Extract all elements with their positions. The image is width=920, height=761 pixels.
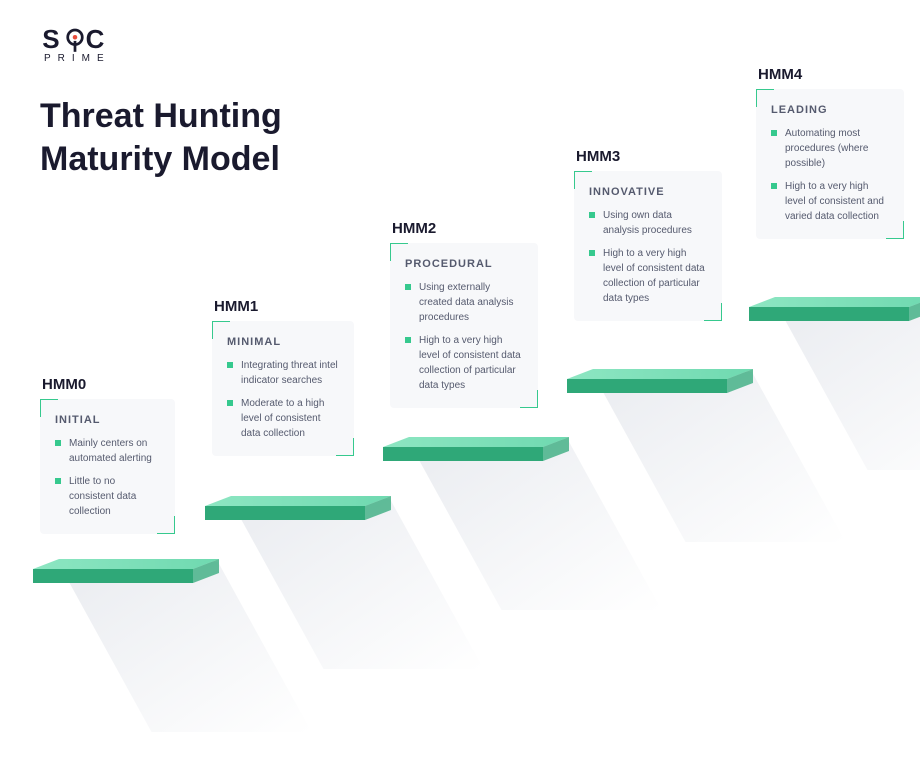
brand-logo: S C PRIME [40, 24, 111, 64]
step-id: HMM2 [392, 220, 538, 237]
platform-step [204, 495, 392, 521]
maturity-step: HMM2 PROCEDURAL Using externally created… [390, 220, 538, 408]
card-bullet: Moderate to a high level of consistent d… [227, 396, 339, 441]
logo-prime: PRIME [44, 53, 111, 64]
card-bullet: High to a very high level of consistent … [771, 179, 889, 224]
corner-decor-icon [574, 171, 592, 189]
card-bullet: Little to no consistent data collection [55, 474, 160, 519]
card-level: PROCEDURAL [405, 258, 523, 270]
platform-step [382, 436, 570, 462]
maturity-step: HMM4 LEADING Automating most procedures … [756, 66, 904, 239]
logo-o-icon [65, 27, 85, 53]
title-line1: Threat Hunting [40, 95, 282, 138]
card-level: INITIAL [55, 414, 160, 426]
card-bullet: Using externally created data analysis p… [405, 280, 523, 325]
card-level: MINIMAL [227, 336, 339, 348]
card-level: INNOVATIVE [589, 186, 707, 198]
maturity-step: HMM1 MINIMAL Integrating threat intel in… [212, 298, 354, 456]
card-bullet: Integrating threat intel indicator searc… [227, 358, 339, 388]
card-level: LEADING [771, 104, 889, 116]
title-line2: Maturity Model [40, 138, 282, 181]
maturity-card: MINIMAL Integrating threat intel indicat… [212, 321, 354, 456]
corner-decor-icon [40, 399, 58, 417]
maturity-step: HMM0 INITIAL Mainly centers on automated… [40, 376, 175, 534]
maturity-card: LEADING Automating most procedures (wher… [756, 89, 904, 239]
platform-shadow [748, 300, 920, 499]
page-title: Threat Hunting Maturity Model [40, 95, 282, 180]
logo-s: S [42, 24, 63, 55]
maturity-card: PROCEDURAL Using externally created data… [390, 243, 538, 408]
step-id: HMM4 [758, 66, 904, 83]
card-bullet-list: Using externally created data analysis p… [405, 280, 523, 393]
maturity-card: INITIAL Mainly centers on automated aler… [40, 399, 175, 534]
card-bullet-list: Mainly centers on automated alerting Litt… [55, 436, 160, 519]
platform-step [32, 558, 220, 584]
card-bullet: Automating most procedures (where possib… [771, 126, 889, 171]
maturity-card: INNOVATIVE Using own data analysis proce… [574, 171, 722, 321]
corner-decor-icon [212, 321, 230, 339]
maturity-step: HMM3 INNOVATIVE Using own data analysis … [574, 148, 722, 321]
step-id: HMM3 [576, 148, 722, 165]
corner-decor-icon [756, 89, 774, 107]
card-bullet-list: Using own data analysis procedures High t… [589, 208, 707, 306]
card-bullet: Mainly centers on automated alerting [55, 436, 160, 466]
logo-top: S C [42, 24, 108, 55]
step-id: HMM0 [42, 376, 175, 393]
card-bullet-list: Integrating threat intel indicator searc… [227, 358, 339, 441]
card-bullet: High to a very high level of consistent … [405, 333, 523, 393]
card-bullet: Using own data analysis procedures [589, 208, 707, 238]
corner-decor-icon [390, 243, 408, 261]
card-bullet: High to a very high level of consistent … [589, 246, 707, 306]
platform-step [566, 368, 754, 394]
logo-c: C [86, 24, 109, 55]
platform-step [748, 296, 920, 322]
step-id: HMM1 [214, 298, 354, 315]
card-bullet-list: Automating most procedures (where possib… [771, 126, 889, 224]
